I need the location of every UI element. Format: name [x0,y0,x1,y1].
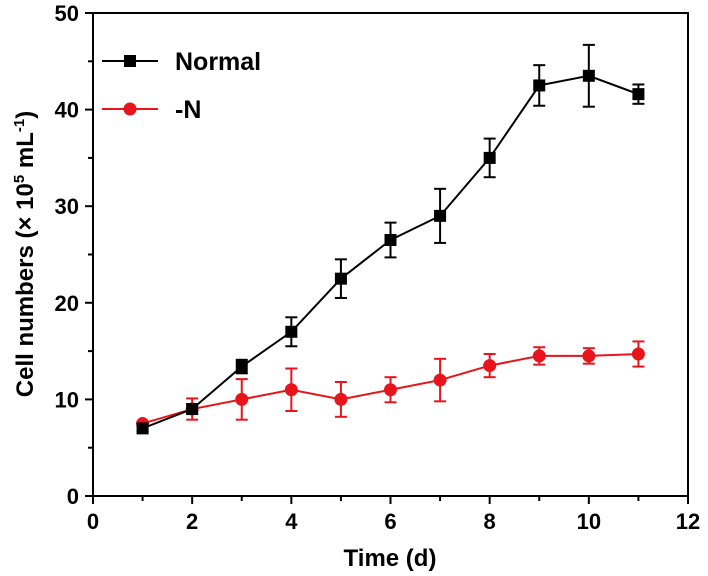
series-minus-n [136,340,645,431]
data-point [433,373,447,387]
legend-item: Normal [102,48,261,76]
legend-label: -N [175,96,201,124]
data-point [186,403,199,416]
x-tick-label: 0 [87,509,99,534]
data-point [483,151,496,164]
data-point [384,234,397,247]
legend-label: Normal [175,48,261,76]
x-tick-label: 4 [285,509,298,534]
data-point [582,69,595,82]
y-axis-title-prefix: Cell numbers (× 10 [12,183,39,397]
data-point [285,325,298,338]
data-point [235,360,248,373]
axis-ticks: 0 2 4 6 8 10 12 0 10 20 30 40 50 [55,1,701,534]
data-point [136,422,149,435]
y-tick-label: 20 [55,291,79,316]
data-point [384,383,397,397]
data-point [434,209,447,222]
x-tick-label: 12 [676,509,700,534]
data-point [235,392,249,406]
x-tick-label: 6 [384,509,396,534]
data-point [123,102,137,116]
y-tick-label: 0 [67,484,79,509]
data-point [334,272,347,285]
data-point [334,392,348,406]
data-point [533,79,546,92]
y-axis-title-exp: 5 [11,175,28,183]
x-tick-label: 8 [484,509,496,534]
x-tick-label: 10 [577,509,601,534]
x-axis-title: Time (d) [344,545,437,572]
series-layer [136,43,645,435]
data-point [483,359,497,373]
y-tick-label: 10 [55,387,79,412]
data-point [124,55,136,67]
data-point [284,383,298,397]
data-point [632,88,645,101]
data-point [582,349,596,363]
x-tick-label: 2 [186,509,198,534]
y-tick-label: 50 [55,1,79,26]
y-axis-title: Cell numbers (× 105 mL-1) [11,111,39,397]
y-axis-title-exp2: -1 [11,119,28,132]
y-tick-label: 40 [55,98,79,123]
series-normal [136,43,645,435]
data-point [532,349,546,363]
y-axis-title-suffix: ) [12,111,39,119]
legend-item: -N [102,96,201,124]
y-tick-label: 30 [55,194,79,219]
data-point [631,347,645,361]
y-axis-title-mid: mL [12,132,39,175]
legend: Normal -N [102,48,261,124]
